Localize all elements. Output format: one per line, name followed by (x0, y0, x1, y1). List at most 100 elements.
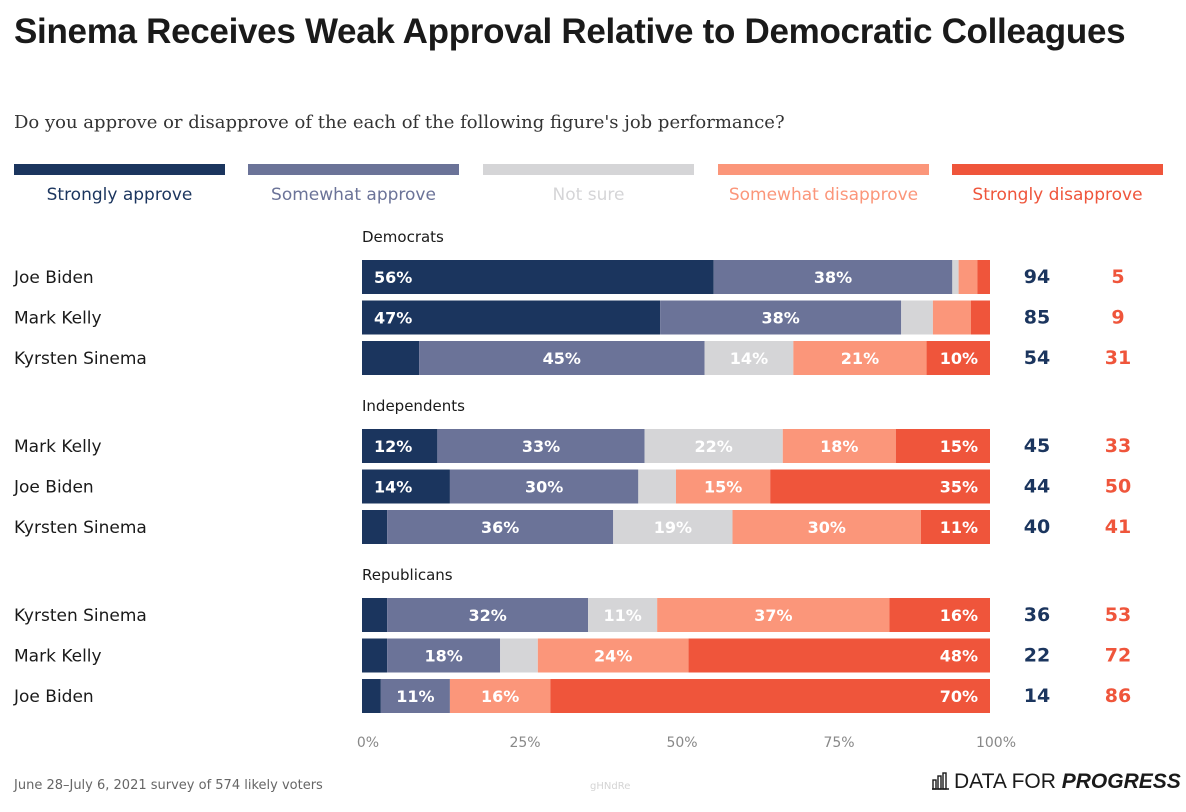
bar-segment (387, 638, 501, 673)
chart-title: Sinema Receives Weak Approval Relative t… (14, 12, 1126, 51)
legend-swatch (718, 164, 929, 175)
data-label: 19% (654, 518, 692, 537)
bar-segment (419, 341, 705, 375)
legend: Strongly approve Somewhat approve Not su… (14, 164, 1164, 214)
bar-segment (926, 341, 990, 375)
legend-label: Somewhat approve (271, 185, 436, 205)
row-label: Joe Biden (13, 478, 94, 498)
data-label: 37% (754, 606, 792, 625)
disapprove-total: 31 (1105, 347, 1131, 369)
legend-swatch (952, 164, 1163, 175)
row-label: Mark Kelly (14, 309, 102, 329)
data-label: 15% (704, 478, 742, 497)
bar-segment (613, 510, 733, 544)
legend-swatch (248, 164, 459, 175)
bar-segment (958, 260, 978, 294)
data-label: 30% (808, 518, 846, 537)
data-label: 21% (841, 349, 879, 368)
data-label: 36% (481, 518, 519, 537)
row-label: Joe Biden (13, 268, 94, 288)
bar-segment (362, 679, 381, 713)
bar-segment (550, 679, 990, 713)
data-label: 11% (940, 518, 978, 537)
legend-item-strongly-approve: Strongly approve (14, 164, 225, 205)
row-label: Kyrsten Sinema (14, 606, 147, 626)
approve-total: 44 (1024, 476, 1050, 498)
approve-total: 94 (1024, 266, 1050, 288)
legend-item-somewhat-disapprove: Somewhat disapprove (718, 164, 929, 205)
bar-segment (449, 469, 639, 504)
disapprove-total: 33 (1105, 435, 1131, 457)
brand-logo: DATA FOR PROGRESS (932, 770, 1181, 794)
approve-total: 22 (1024, 645, 1050, 667)
legend-label: Somewhat disapprove (728, 185, 919, 205)
bar-segment (713, 260, 953, 294)
legend-label: Strongly disapprove (972, 185, 1143, 205)
disapprove-total: 5 (1111, 266, 1124, 288)
bar-segment (380, 679, 450, 713)
data-label: 22% (695, 437, 733, 456)
bar-segment (932, 300, 971, 335)
row-label: Kyrsten Sinema (14, 518, 147, 538)
data-label: 14% (730, 349, 768, 368)
bar-segment (362, 429, 438, 463)
data-label: 35% (940, 478, 978, 497)
row-label: Joe Biden (13, 687, 94, 707)
data-label: 70% (940, 687, 978, 706)
data-label: 45% (543, 349, 581, 368)
disapprove-total: 41 (1105, 516, 1131, 538)
watermark: gHNdRe (590, 781, 631, 792)
bar-segment (793, 341, 927, 375)
brand-text-1: DATA FOR (954, 770, 1056, 793)
group-label: Republicans (362, 566, 453, 584)
brand-text-2: PROGRESS (1061, 770, 1181, 793)
bar-segment (387, 598, 589, 632)
bar-segment (732, 510, 921, 544)
data-label: 47% (374, 309, 412, 328)
approve-total: 40 (1024, 516, 1050, 538)
data-label: 16% (940, 606, 978, 625)
bar-segment (437, 429, 645, 463)
disapprove-total: 86 (1105, 685, 1131, 707)
approve-total: 36 (1024, 604, 1050, 626)
survey-footnote: June 28–July 6, 2021 survey of 574 likel… (14, 778, 323, 793)
bar-segment (901, 300, 933, 335)
bar-segment (362, 469, 450, 504)
bar-segment (449, 679, 551, 713)
x-tick-label: 0% (357, 735, 379, 751)
legend-item-not-sure: Not sure (483, 164, 694, 205)
bar-chart-icon (932, 772, 949, 790)
bar-segment (676, 469, 771, 504)
bar-segment (770, 469, 990, 504)
x-tick-label: 50% (666, 735, 697, 751)
legend-item-somewhat-approve: Somewhat approve (248, 164, 459, 205)
disapprove-total: 50 (1105, 476, 1131, 498)
data-label: 18% (820, 437, 858, 456)
bar-segment (970, 300, 990, 335)
legend-swatch (483, 164, 694, 175)
x-tick-label: 25% (509, 735, 540, 751)
approve-total: 85 (1024, 307, 1050, 329)
bar-segment (688, 638, 990, 673)
bar-segment (362, 260, 714, 294)
data-label: 10% (940, 349, 978, 368)
approve-total: 14 (1024, 685, 1050, 707)
group-label: Independents (362, 397, 465, 415)
data-label: 18% (424, 647, 462, 666)
bar-segment (895, 429, 990, 463)
bar-segment (362, 638, 388, 673)
chart-subtitle: Do you approve or disapprove of the each… (14, 112, 785, 133)
bar-segment (889, 598, 990, 632)
bar-segment (782, 429, 896, 463)
data-label: 24% (594, 647, 632, 666)
data-label: 12% (374, 437, 412, 456)
data-label: 16% (481, 687, 519, 706)
bar-segment (362, 510, 388, 544)
approve-total: 45 (1024, 435, 1050, 457)
data-label: 14% (374, 478, 412, 497)
data-label: 33% (522, 437, 560, 456)
data-label: 30% (525, 478, 563, 497)
legend-label: Not sure (552, 185, 625, 205)
x-tick-label: 100% (976, 735, 1016, 751)
